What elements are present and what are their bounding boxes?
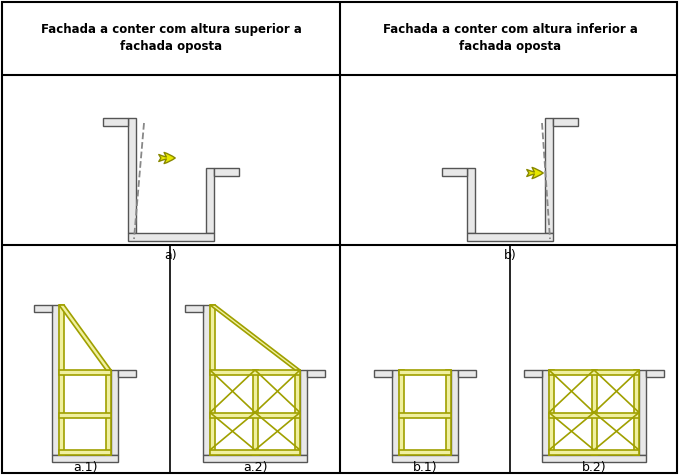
- Bar: [524, 370, 542, 377]
- Bar: [295, 370, 300, 455]
- Bar: [103, 118, 128, 126]
- Text: a): a): [165, 248, 177, 262]
- Bar: [549, 370, 554, 455]
- Bar: [185, 305, 203, 312]
- Bar: [446, 370, 451, 455]
- Bar: [111, 370, 118, 455]
- Bar: [253, 370, 257, 455]
- Text: Fachada a conter com altura superior a
fachada oposta: Fachada a conter com altura superior a f…: [41, 23, 301, 53]
- Bar: [206, 168, 214, 233]
- Bar: [203, 455, 307, 462]
- Bar: [106, 370, 111, 455]
- Bar: [52, 455, 118, 462]
- Bar: [442, 168, 467, 176]
- Bar: [210, 412, 300, 418]
- Polygon shape: [59, 305, 111, 370]
- Bar: [392, 455, 458, 462]
- Bar: [467, 233, 553, 241]
- Bar: [646, 370, 664, 377]
- Bar: [59, 450, 111, 455]
- Bar: [451, 370, 458, 455]
- Bar: [59, 305, 64, 455]
- Bar: [634, 370, 639, 455]
- Bar: [458, 370, 476, 377]
- Bar: [210, 450, 300, 455]
- Text: a.1): a.1): [73, 460, 97, 474]
- Text: a.2): a.2): [243, 460, 268, 474]
- Bar: [553, 118, 578, 126]
- Bar: [300, 370, 307, 455]
- Bar: [549, 370, 639, 375]
- Bar: [214, 168, 239, 176]
- Text: b.1): b.1): [413, 460, 437, 474]
- Bar: [549, 412, 639, 418]
- Bar: [210, 305, 215, 455]
- Bar: [545, 118, 553, 233]
- Bar: [210, 370, 300, 375]
- Bar: [591, 370, 596, 455]
- Bar: [399, 450, 451, 455]
- Bar: [59, 412, 111, 418]
- Bar: [59, 370, 111, 375]
- Bar: [399, 370, 404, 455]
- Bar: [542, 370, 549, 455]
- Bar: [392, 370, 399, 455]
- Bar: [307, 370, 325, 377]
- Text: Fachada a conter com altura inferior a
fachada oposta: Fachada a conter com altura inferior a f…: [382, 23, 638, 53]
- Bar: [542, 455, 646, 462]
- Bar: [639, 370, 646, 455]
- Bar: [128, 118, 136, 233]
- Bar: [203, 305, 210, 455]
- Text: b.2): b.2): [582, 460, 606, 474]
- Bar: [467, 168, 475, 233]
- Bar: [399, 412, 451, 418]
- Bar: [128, 233, 214, 241]
- Bar: [374, 370, 392, 377]
- Bar: [399, 370, 451, 375]
- Bar: [34, 305, 52, 312]
- Bar: [549, 450, 639, 455]
- Polygon shape: [210, 305, 300, 370]
- Bar: [118, 370, 136, 377]
- Bar: [52, 305, 59, 455]
- Text: b): b): [504, 248, 516, 262]
